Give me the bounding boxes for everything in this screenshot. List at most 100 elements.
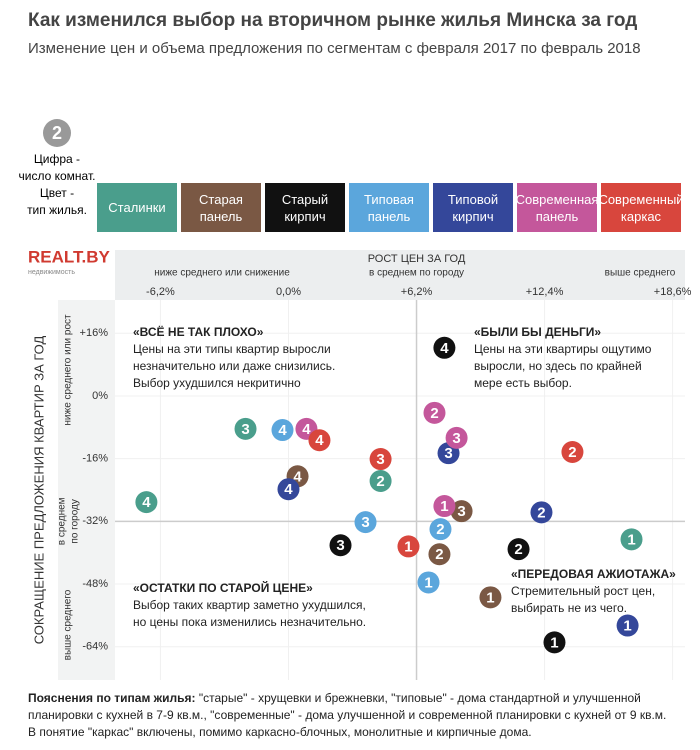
x-axis-band (115, 250, 685, 300)
legend-item: Типовой кирпич (433, 85, 513, 232)
legend-item: Типовая панель (349, 85, 429, 232)
annotation-text: Выбор ухудшился некритично (133, 376, 301, 390)
bubble (433, 336, 456, 359)
x-sublabel: ниже среднего или снижение (154, 268, 290, 279)
bubble-label: 1 (404, 538, 412, 555)
bubble-label: 2 (514, 541, 522, 558)
bubble (234, 417, 257, 440)
key-text: тип жилья. (27, 203, 87, 217)
photo (181, 85, 261, 183)
legend-item: Старый кирпич (265, 85, 345, 232)
key-number: 2 (52, 123, 62, 143)
annotation-text: незначительно или даже снизились. (133, 359, 335, 373)
bubble (620, 528, 643, 551)
bubble-label: 1 (424, 574, 432, 591)
legend-label: Старый кирпич (265, 183, 345, 232)
y-tick-label: -32% (82, 515, 108, 527)
x-sublabel: выше среднего (605, 268, 676, 279)
bubble-label: 2 (568, 444, 576, 461)
y-sublabel: по городу (70, 499, 81, 543)
annotation-title: «ОСТАТКИ ПО СТАРОЙ ЦЕНЕ» (133, 580, 313, 595)
bubble (308, 429, 331, 452)
legend-item: Современный каркас (598, 85, 684, 232)
photo (517, 85, 597, 183)
footnote-line: "старые" - хрущевки и брежневки, "типовы… (195, 691, 641, 705)
bubble (543, 631, 566, 654)
bubble-label: 1 (623, 618, 631, 635)
annotation-text: Цены на эти типы квартир выросли (133, 342, 331, 356)
key-bubble (43, 119, 71, 147)
x-tick-label: +12,4% (526, 286, 564, 298)
y-tick-label: -64% (82, 641, 108, 653)
bubble-label: 3 (376, 451, 384, 468)
annotation-title: «БЫЛИ БЫ ДЕНЬГИ» (474, 325, 601, 339)
photo (97, 85, 177, 183)
annotation-text: выбирать не из чего. (511, 601, 627, 615)
bubble (479, 586, 502, 609)
photo (433, 85, 513, 183)
bubble (354, 511, 377, 534)
bubble (445, 426, 468, 449)
bubble-label: 3 (361, 514, 369, 531)
bubble-label: 4 (302, 421, 311, 438)
y-sublabel: в среднем (57, 497, 68, 545)
annotation-title: «ВСЁ НЕ ТАК ПЛОХО» (133, 324, 264, 339)
bubble (369, 448, 392, 471)
y-tick-label: +16% (80, 327, 109, 339)
x-axis-title: РОСТ ЦЕН ЗА ГОД (368, 253, 466, 265)
y-sublabel: выше среднего (63, 589, 74, 660)
x-tick-label: -6,2% (146, 286, 175, 298)
x-sublabel: в среднем по городу (369, 268, 464, 279)
logo: REALT.BY (28, 247, 111, 266)
bubble-label: 4 (440, 340, 449, 357)
bubble-label: 2 (430, 405, 438, 422)
legend-item: Современная панель (516, 85, 598, 232)
legend-label: Старая панель (181, 183, 261, 232)
legend-label: Современная панель (516, 183, 598, 232)
photo (601, 85, 681, 183)
annotation-text: выросли, но здесь по крайней (474, 359, 642, 373)
y-tick-label: -48% (82, 578, 108, 590)
bubble-label: 4 (284, 481, 293, 498)
legend-label: Типовая панель (349, 183, 429, 232)
bubble (271, 419, 294, 442)
bubble (135, 491, 158, 514)
bubble (561, 441, 584, 463)
footnote-label: Пояснения по типам жилья: (28, 691, 196, 705)
key-text: Цвет - (40, 186, 74, 200)
bubble (417, 571, 440, 594)
key-text: Цифра - (34, 152, 80, 166)
bubble-label: 3 (241, 421, 249, 438)
annotation-text: но цены пока изменились незначительно. (133, 615, 366, 629)
y-axis-band (58, 300, 115, 680)
y-tick-label: -16% (82, 453, 108, 465)
bubble-label: 2 (376, 473, 384, 490)
x-tick-label: +6,2% (401, 286, 433, 298)
footnote: Пояснения по типам жилья: "старые" - хру… (28, 690, 688, 741)
photo (265, 85, 345, 183)
bubble-label: 4 (142, 494, 151, 511)
bubble-label: 3 (444, 445, 452, 462)
bubble-label: 2 (436, 521, 444, 538)
bubble-label: 4 (278, 422, 287, 439)
bubble (507, 538, 530, 561)
bubble (428, 543, 451, 566)
bubble-label: 3 (336, 537, 344, 554)
title: Как изменился выбор на вторичном рынке ж… (28, 10, 638, 31)
footnote-line: планировки с кухней в 7-9 кв.м., "соврем… (28, 708, 667, 722)
legend-item: Старая панель (181, 85, 261, 232)
annotation-text: Выбор таких квартир заметно ухудшился, (133, 598, 366, 612)
bubble-label: 1 (550, 634, 558, 651)
logo-tagline: недвижимость (28, 269, 75, 276)
bubble (530, 501, 553, 524)
bubble (423, 401, 446, 424)
bubble (277, 478, 300, 501)
bubble (450, 500, 473, 523)
annotation-text: Стремительный рост цен, (511, 584, 655, 598)
x-tick-label: 0,0% (276, 286, 301, 298)
legend-label: Современный каркас (598, 183, 684, 232)
footnote-line: В понятие "каркас" включены, помимо карк… (28, 725, 532, 739)
legend-item: Сталинки (97, 85, 177, 232)
